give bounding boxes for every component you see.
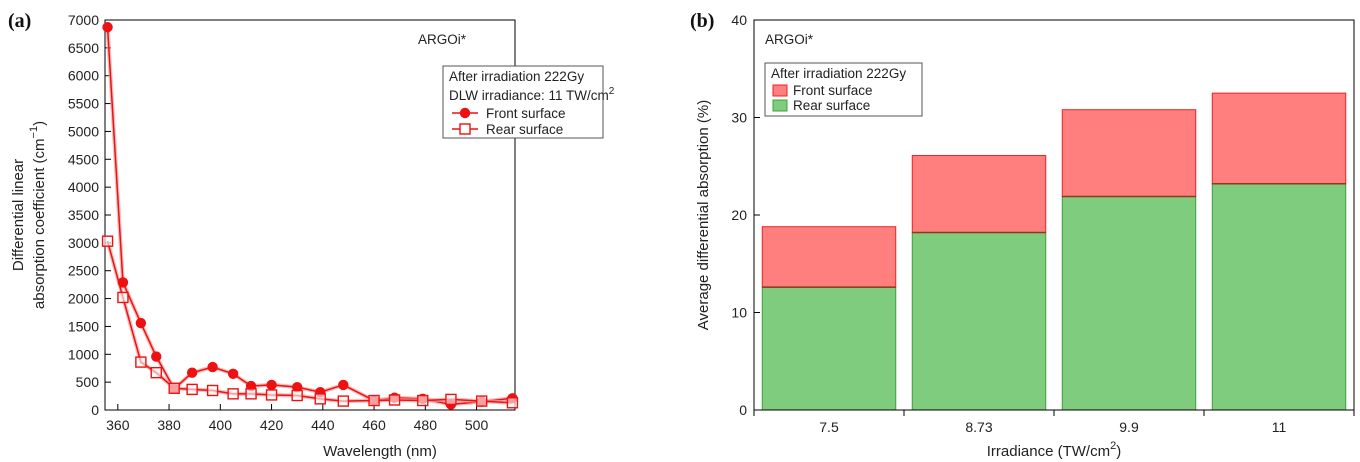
chart-a-y-tick-label: 3500 — [68, 207, 99, 223]
chart-a-y-tick-label: 1000 — [68, 346, 99, 362]
chart-b-bar-front — [1061, 109, 1197, 197]
chart-a-point-front — [135, 317, 147, 329]
chart-a-xlabel: Wavelength (nm) — [323, 443, 437, 460]
panel-b-letter: (b) — [690, 10, 714, 32]
chart-a-point-front — [102, 22, 113, 33]
chart-a-legend-label-front: Front surface — [486, 106, 566, 121]
chart-a-point-rear — [227, 388, 239, 400]
chart-a-ylabel-sup: −1 — [28, 126, 40, 139]
chart-b-bar-rear — [1211, 183, 1347, 411]
chart-b-bar-rear — [1061, 195, 1197, 411]
chart-a-x-tick-label: 360 — [106, 417, 130, 433]
chart-a-annotation: ARGOi* — [418, 32, 467, 47]
chart-a-point-rear — [417, 394, 429, 407]
chart-a-y-tick-label: 0 — [91, 402, 99, 418]
chart-b-y-tick-label: 0 — [739, 402, 747, 418]
chart-a-y-tick-label: 7000 — [68, 12, 99, 28]
chart-b-legend-swatch-front — [772, 84, 788, 97]
chart-a-y-tick-label: 1500 — [68, 318, 99, 334]
chart-a-x-tick-label: 380 — [157, 417, 181, 433]
chart-b-legend-label-front: Front surface — [793, 83, 873, 98]
chart-b-bar-rear — [761, 286, 897, 411]
chart-b-x-tick-label: 8.73 — [965, 419, 992, 435]
chart-a-y-tick-label: 4500 — [68, 151, 99, 167]
chart-b-x-tick-label: 7.5 — [819, 419, 839, 435]
chart-b-ylabel: Average differential absorption (%) — [695, 100, 712, 330]
chart-a-legend: After irradiation 222Gy DLW irradiance: … — [442, 65, 615, 139]
chart-a-point-front — [227, 368, 239, 379]
chart-a-y-tick-label: 5000 — [68, 123, 99, 139]
chart-a-point-front — [151, 351, 162, 362]
chart-a-x-tick-label: 400 — [209, 417, 233, 433]
chart-a-legend-subtitle-sup: 2 — [609, 86, 615, 97]
chart-b-legend-label-rear: Rear surface — [793, 98, 870, 113]
chart-a-point-rear — [368, 394, 380, 407]
chart-a-point-front — [291, 381, 303, 393]
chart-b-y-tick-label: 10 — [731, 305, 747, 321]
chart-b-xlabel: Irradiance (TW/cm2) — [987, 440, 1121, 460]
chart-a-y-tick-label: 2000 — [68, 291, 99, 307]
chart-a-point-front — [207, 361, 218, 373]
chart-a-y-tick-label: 2500 — [68, 263, 99, 279]
chart-a-point-rear — [475, 395, 488, 407]
chart-b-y-tick-label: 40 — [731, 12, 747, 28]
chart-b-bar-front — [911, 155, 1047, 234]
chart-a-point-front — [186, 367, 198, 378]
chart-a-point-rear — [150, 366, 162, 379]
chart-a-point-rear — [135, 356, 147, 368]
chart-a-ylabel-line2: absorption coefficient (cm−1) — [28, 121, 48, 309]
chart-b-legend: After irradiation 222Gy Front surface Re… — [764, 62, 923, 117]
chart-a-legend-subtitle: DLW irradiance: 11 TW/cm2 — [449, 86, 615, 103]
chart-b: (b) 7.5 8.73 9.9 11 0 10 20 30 40 ARGOi* After i… — [690, 10, 1355, 460]
chart-a-point-front — [338, 379, 349, 391]
chart-a-point-rear — [506, 397, 519, 409]
chart-a-point-rear — [101, 235, 114, 247]
chart-a-y-tick-label: 6500 — [68, 40, 99, 56]
chart-b-legend-title: After irradiation 222Gy — [771, 66, 906, 81]
chart-a-ylabel-line1: Differential linear — [10, 159, 27, 271]
chart-b-legend-box — [764, 62, 923, 117]
chart-b-y-tick-label: 30 — [731, 110, 747, 126]
chart-a-legend-title: After irradiation 222Gy — [449, 69, 584, 84]
chart-b-bar-front — [1211, 92, 1347, 185]
chart-a: (a) 050010001500200025003000350040004500… — [8, 10, 615, 460]
chart-a-y-tick-label: 500 — [76, 374, 100, 390]
chart-a-point-rear — [388, 394, 401, 406]
chart-b-x-tick-label: 11 — [1272, 419, 1287, 435]
chart-a-point-rear — [206, 384, 219, 397]
chart-a-point-front — [266, 379, 277, 391]
chart-a-point-rear — [314, 393, 326, 405]
chart-b-annotation: ARGOi* — [765, 32, 814, 47]
chart-a-x-tick-label: 440 — [311, 417, 335, 433]
chart-a-x-tick-label: 460 — [362, 417, 386, 433]
chart-a-y-tick-label: 5500 — [68, 96, 99, 112]
chart-a-y-tick-label: 4000 — [68, 179, 99, 195]
chart-a-point-front — [117, 277, 129, 288]
chart-a-x-tick-label: 500 — [465, 417, 489, 433]
chart-a-point-rear — [445, 393, 457, 406]
chart-a-point-rear — [117, 291, 129, 304]
chart-a-point-rear — [337, 395, 350, 407]
chart-b-bar-rear — [911, 232, 1047, 411]
chart-a-point-rear — [186, 383, 198, 396]
chart-a-y-tick-label: 3000 — [68, 235, 99, 251]
panel-a-letter: (a) — [8, 10, 31, 32]
chart-a-legend-marker-front — [459, 107, 471, 119]
chart-a-point-rear — [265, 389, 278, 401]
chart-a-x-tick-label: 480 — [414, 417, 438, 433]
chart-a-legend-label-rear: Rear surface — [486, 122, 563, 137]
chart-a-point-rear — [245, 388, 257, 400]
chart-b-bar-front — [761, 226, 897, 288]
chart-a-point-rear — [291, 389, 303, 402]
chart-a-point-rear — [168, 382, 180, 394]
chart-b-y-tick-label: 20 — [731, 207, 747, 223]
chart-b-x-tick-label: 9.9 — [1119, 419, 1139, 435]
chart-a-y-tick-label: 6000 — [68, 68, 99, 84]
chart-a-legend-marker-rear — [459, 123, 471, 135]
chart-b-xlabel-sup: 2 — [1110, 440, 1116, 452]
chart-b-legend-swatch-rear — [772, 99, 788, 112]
chart-a-x-tick-label: 420 — [260, 417, 284, 433]
